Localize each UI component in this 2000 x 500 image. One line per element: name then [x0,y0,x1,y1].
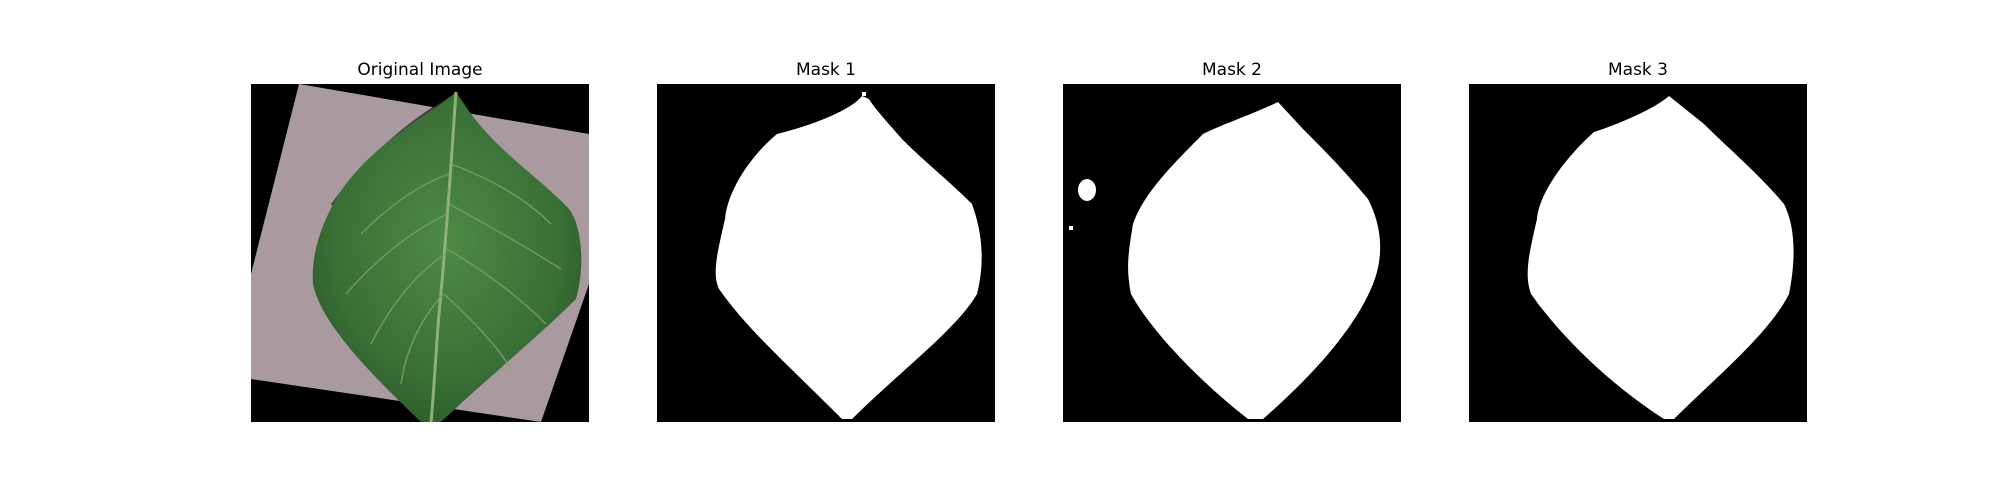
leaf-shape [312,92,582,422]
mask-2-image [1063,84,1401,422]
panel-title: Mask 2 [1201,60,1262,80]
leaf-photo [251,84,589,422]
mask-region [715,96,982,419]
panel-original-image: Original Image [251,0,589,500]
panel-title: Mask 1 [795,60,856,80]
panel-title: Original Image [357,60,483,80]
panel-mask-2: Mask 2 [1063,0,1401,500]
panel-mask-3: Mask 3 [1469,0,1807,500]
mask-3-image [1469,84,1807,422]
mask-region [1128,102,1381,419]
panel-title: Mask 3 [1607,60,1668,80]
panel-mask-1: Mask 1 [657,0,995,500]
mask-1-image [657,84,995,422]
mask-region [1527,96,1794,419]
mask-artifact [1078,179,1096,201]
